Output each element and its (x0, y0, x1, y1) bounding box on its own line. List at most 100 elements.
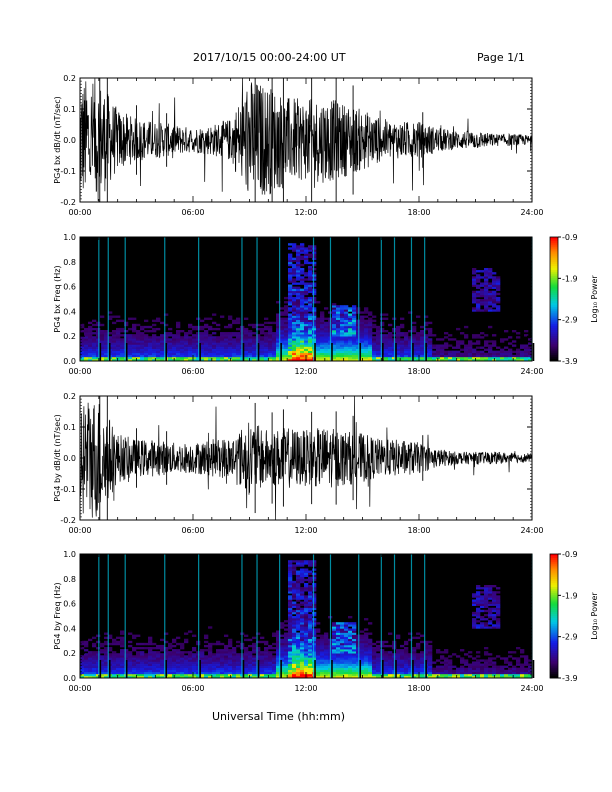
heatmap-cell (524, 675, 529, 679)
y-tick-label: 0.2 (63, 74, 76, 83)
heatmap-cell (288, 605, 293, 609)
colorbar-tick-label: -1.9 (562, 591, 578, 600)
heatmap-cell (104, 330, 109, 333)
heatmap-cell (488, 591, 493, 594)
heatmap-cell (336, 311, 341, 314)
heatmap-cell (244, 663, 249, 666)
heatmap-cell (320, 350, 325, 354)
heatmap-cell (396, 671, 401, 675)
heatmap-cell (436, 659, 441, 662)
heatmap-cell (216, 342, 221, 345)
heatmap-cell (364, 649, 369, 652)
heatmap-cell (116, 671, 121, 675)
heatmap-cell (348, 340, 353, 343)
heatmap-cell (308, 675, 313, 679)
heatmap-cell (496, 603, 501, 606)
heatmap-cell (156, 675, 161, 679)
heatmap-cell (320, 348, 325, 351)
heatmap-cell (492, 626, 497, 629)
heatmap-cell (180, 642, 185, 646)
heatmap-cell (192, 356, 197, 360)
heatmap-cell (180, 673, 185, 677)
heatmap-cell (344, 340, 349, 343)
heatmap-cell (260, 356, 265, 360)
heatmap-cell (308, 249, 313, 252)
heatmap-cell (472, 673, 477, 677)
heatmap-cell (312, 323, 317, 327)
heatmap-cell (80, 657, 85, 660)
heatmap-cell (372, 325, 377, 329)
heatmap-cell (244, 340, 249, 343)
heatmap-cell (252, 340, 257, 343)
heatmap-cell (252, 356, 257, 360)
heatmap-cell (304, 334, 309, 337)
heatmap-cell (476, 290, 481, 294)
heatmap-cell (248, 330, 253, 333)
heatmap-cell (312, 628, 317, 631)
heatmap-cell (404, 661, 409, 664)
heatmap-cell (376, 659, 381, 662)
heatmap-cell (108, 311, 113, 314)
heatmap-cell (136, 675, 141, 679)
heatmap-cell (204, 673, 209, 677)
heatmap-cell (200, 344, 205, 347)
heatmap-cell (156, 644, 161, 648)
heatmap-cell (280, 644, 285, 648)
heatmap-cell (104, 649, 109, 652)
heatmap-cell (300, 358, 305, 362)
heatmap-cell (312, 618, 317, 621)
heatmap-cell (280, 665, 285, 668)
heatmap-cell (408, 673, 413, 677)
heatmap-cell (284, 319, 289, 323)
heatmap-cell (308, 272, 313, 275)
heatmap-cell (300, 313, 305, 316)
heatmap-cell (336, 626, 341, 629)
heatmap-cell (176, 344, 181, 347)
heatmap-cell (124, 323, 129, 327)
heatmap-cell (300, 671, 305, 675)
heatmap-cell (364, 325, 369, 329)
heatmap-cell (312, 611, 317, 615)
heatmap-cell (336, 305, 341, 308)
heatmap-cell (284, 344, 289, 347)
heatmap-cell (280, 334, 285, 337)
heatmap-cell (152, 336, 157, 339)
heatmap-cell (528, 663, 533, 666)
heatmap-cell (348, 307, 353, 310)
heatmap-cell (340, 622, 345, 625)
heatmap-cell (132, 338, 137, 341)
heatmap-cell (500, 338, 505, 341)
heatmap-cell (140, 342, 145, 345)
heatmap-cell (484, 352, 489, 356)
heatmap-cell (496, 276, 501, 279)
heatmap-cell (284, 675, 289, 679)
heatmap-cell (488, 659, 493, 662)
heatmap-cell (284, 638, 289, 642)
heatmap-cell (144, 655, 149, 658)
heatmap-cell (484, 305, 489, 308)
heatmap-cell (80, 659, 85, 662)
heatmap-cell (488, 292, 493, 296)
heatmap-cell (304, 307, 309, 310)
heatmap-cell (444, 661, 449, 664)
heatmap-cell (332, 665, 337, 668)
heatmap-cell (324, 332, 329, 335)
heatmap-cell (260, 657, 265, 660)
heatmap-cell (416, 350, 421, 354)
colorbar-step (550, 282, 558, 285)
colorbar-step (550, 568, 558, 571)
heatmap-cell (124, 657, 129, 660)
heatmap-cell (276, 317, 281, 320)
heatmap-cell (172, 344, 177, 347)
heatmap-cell (160, 340, 165, 343)
heatmap-cell (300, 667, 305, 671)
heatmap-cell (352, 673, 357, 677)
heatmap-cell (316, 675, 321, 679)
page-title: 2017/10/15 00:00-24:00 UT (193, 51, 346, 64)
heatmap-cell (344, 344, 349, 347)
heatmap-cell (264, 647, 269, 650)
heatmap-cell (480, 332, 485, 335)
heatmap-cell (300, 649, 305, 652)
heatmap-cell (484, 622, 489, 625)
colorbar-step (550, 270, 558, 273)
